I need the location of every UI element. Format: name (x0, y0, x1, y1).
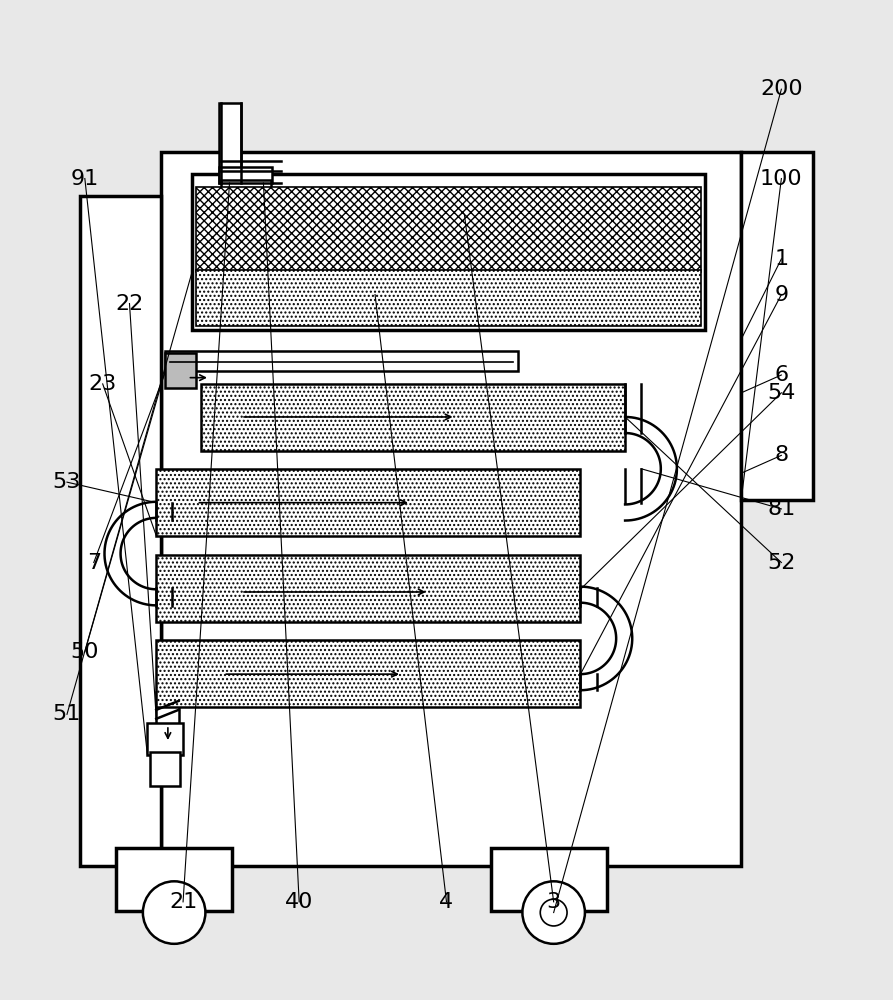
FancyBboxPatch shape (196, 187, 701, 272)
Text: 21: 21 (169, 892, 197, 912)
Circle shape (143, 881, 205, 944)
FancyBboxPatch shape (219, 167, 272, 183)
FancyBboxPatch shape (165, 353, 196, 388)
Text: 1: 1 (774, 249, 789, 269)
FancyBboxPatch shape (221, 180, 271, 196)
Text: 40: 40 (285, 892, 313, 912)
Text: 8: 8 (774, 445, 789, 465)
Text: 52: 52 (767, 553, 796, 573)
Text: 6: 6 (774, 365, 789, 385)
Text: 3: 3 (547, 892, 561, 912)
Text: 100: 100 (760, 169, 803, 189)
Text: 91: 91 (71, 169, 99, 189)
Text: 9: 9 (774, 285, 789, 305)
FancyBboxPatch shape (491, 848, 607, 911)
Text: 22: 22 (115, 294, 144, 314)
FancyBboxPatch shape (156, 692, 179, 728)
Text: 4: 4 (439, 892, 454, 912)
Text: 51: 51 (53, 704, 81, 724)
Text: 23: 23 (88, 374, 117, 394)
FancyBboxPatch shape (156, 555, 580, 622)
FancyBboxPatch shape (219, 103, 241, 183)
FancyBboxPatch shape (147, 723, 183, 755)
FancyBboxPatch shape (741, 152, 813, 500)
FancyBboxPatch shape (80, 196, 161, 866)
Text: 200: 200 (760, 79, 803, 99)
FancyBboxPatch shape (165, 351, 518, 371)
Text: 81: 81 (767, 499, 796, 519)
FancyBboxPatch shape (201, 384, 625, 451)
Circle shape (540, 899, 567, 926)
FancyBboxPatch shape (156, 469, 580, 536)
FancyBboxPatch shape (192, 174, 705, 330)
FancyBboxPatch shape (156, 640, 580, 707)
Text: 7: 7 (87, 553, 101, 573)
Text: 54: 54 (767, 383, 796, 403)
Text: 50: 50 (71, 642, 99, 662)
Circle shape (522, 881, 585, 944)
Text: 53: 53 (53, 472, 81, 492)
FancyBboxPatch shape (150, 752, 180, 786)
FancyBboxPatch shape (196, 270, 701, 326)
FancyBboxPatch shape (161, 152, 741, 866)
FancyBboxPatch shape (116, 848, 232, 911)
